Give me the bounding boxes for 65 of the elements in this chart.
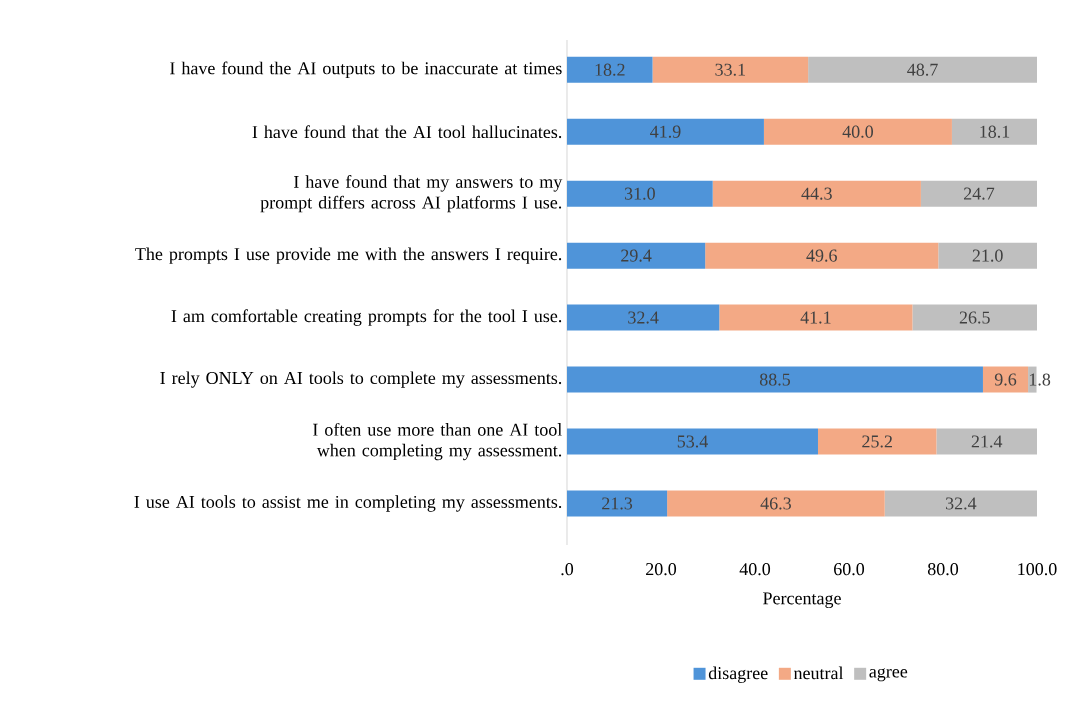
bar (705, 242, 939, 269)
x-axis-title: Percentage (763, 592, 841, 609)
bar (652, 56, 809, 83)
y-tick-label: I am comfortable creating prompts for the tool I use. (171, 309, 562, 326)
data-label: 41.9 (650, 125, 681, 138)
data-label: 44.3 (801, 187, 832, 200)
data-label: 21.4 (971, 435, 1003, 448)
x-tick-label: 40.0 (739, 563, 771, 576)
bar (808, 56, 1037, 83)
legend-label: neutral (793, 666, 844, 680)
data-label: 31.0 (624, 187, 655, 200)
bar (719, 304, 913, 331)
data-label: 24.7 (964, 187, 995, 200)
data-label: 21.3 (602, 497, 633, 510)
bar (951, 118, 1037, 145)
bar (667, 490, 885, 517)
x-tick-label: .0 (561, 563, 574, 576)
y-tick-label: The prompts I use provide me with the answers I require. (135, 247, 562, 264)
y-tick-label: I rely ONLY on AI tools to complete my assessments. (160, 371, 562, 388)
bar (920, 180, 1037, 207)
y-tick-label: I use AI tools to assist me in completing my assessments. (134, 495, 562, 512)
bar (938, 242, 1037, 269)
data-label: 1.8 (1029, 373, 1051, 386)
data-label: 33.1 (715, 63, 746, 76)
bar (763, 118, 952, 145)
bar (567, 304, 720, 331)
data-label: 29.4 (621, 249, 652, 262)
bar (567, 490, 668, 517)
y-tick-label: I have found that the AI tool hallucinates. (252, 125, 562, 139)
data-label: 41.1 (800, 311, 831, 324)
x-tick-label: 80.0 (927, 563, 959, 576)
data-label: 46.3 (760, 497, 791, 510)
x-tick-label: 60.0 (834, 563, 865, 576)
x-tick-label: 100.0 (1018, 563, 1057, 576)
data-label: 88.5 (759, 373, 791, 386)
legend-label: agree (869, 668, 908, 682)
bar (912, 304, 1037, 331)
bar (982, 366, 1029, 393)
data-label: 25.2 (862, 435, 892, 448)
y-tick-label: I often use more than one AI tool when completing my assessment. (313, 422, 562, 461)
bar (567, 242, 706, 269)
x-tick-label: 20.0 (646, 563, 677, 576)
data-label: 9.6 (994, 373, 1017, 386)
bar (567, 118, 764, 145)
bar (817, 428, 937, 455)
bar (712, 180, 921, 207)
bar (884, 490, 1037, 517)
data-label: 49.6 (806, 249, 837, 262)
data-label: 53.4 (677, 435, 708, 448)
data-label: 21.0 (972, 249, 1003, 262)
data-label: 48.7 (907, 63, 938, 76)
bar (567, 56, 653, 83)
bar (567, 366, 983, 393)
bar (567, 180, 713, 207)
legend-label: disagree (708, 666, 768, 683)
bar (936, 428, 1037, 455)
data-label: 26.5 (959, 311, 990, 324)
data-label: 18.1 (980, 125, 1010, 138)
y-tick-label: I have found the AI outputs to be inaccurate at times (170, 61, 562, 78)
y-tick-label: I have found that my answers to my prompt differs across AI platforms I use. (260, 175, 563, 213)
data-label: 18.2 (595, 63, 625, 76)
data-label: 32.4 (628, 311, 659, 324)
data-label: 32.4 (945, 497, 977, 510)
data-label: 40.0 (842, 125, 874, 138)
bar (567, 428, 818, 455)
